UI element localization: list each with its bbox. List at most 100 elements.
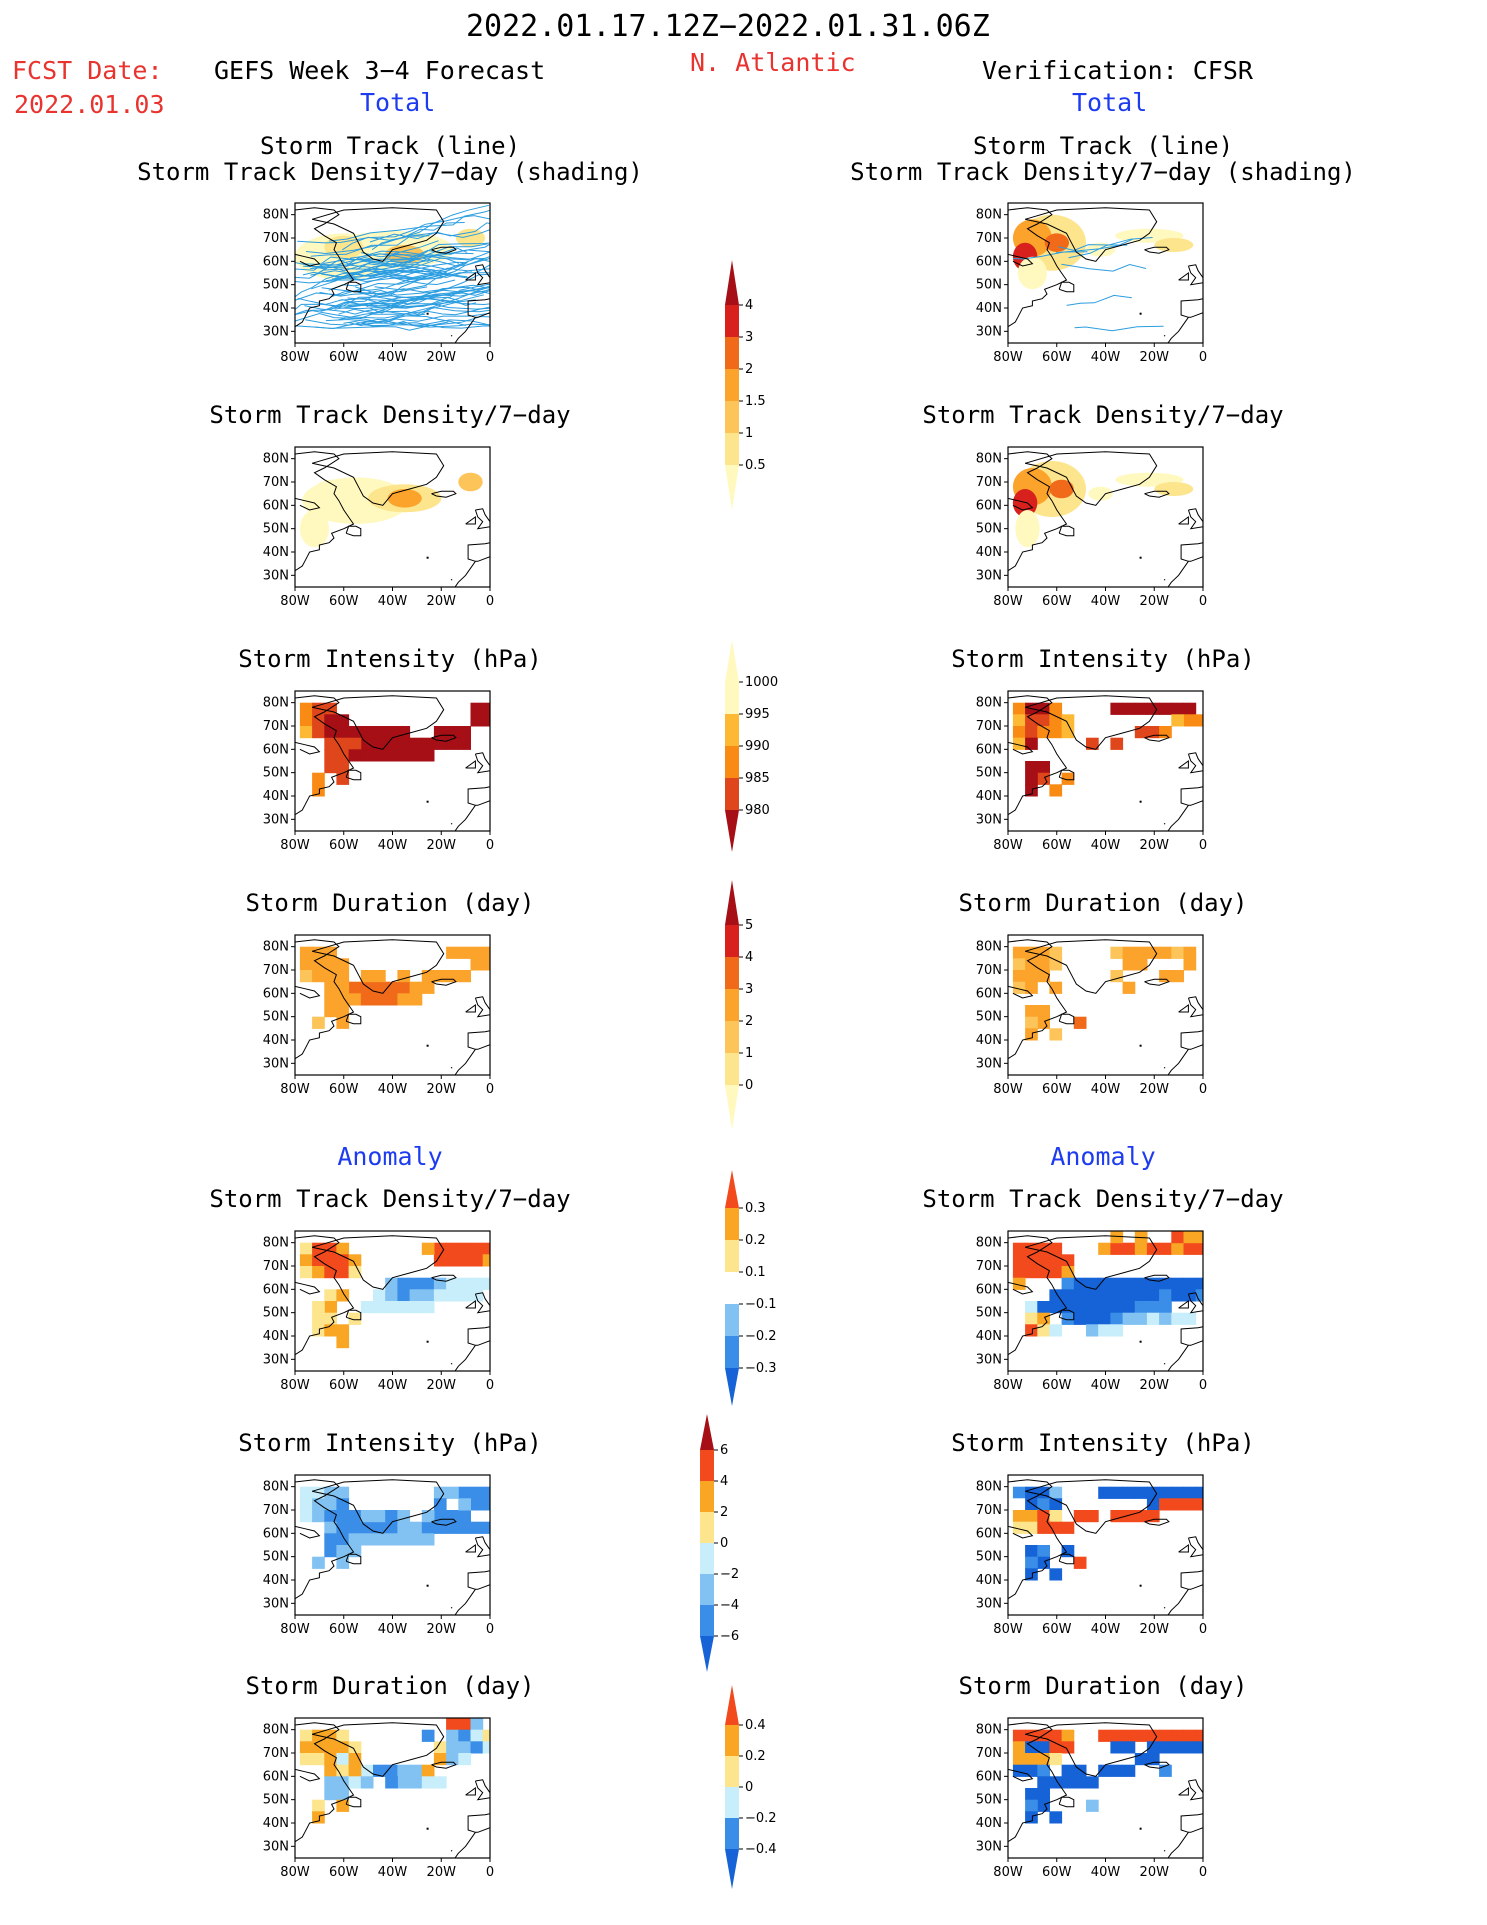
grid-cell [336,1486,350,1499]
title-fc-density: Storm Track Density/7−day [209,401,571,429]
grid-cell [373,993,386,1006]
coastline [1180,1813,1203,1833]
grid-cell [299,1498,313,1511]
coastline [431,1274,457,1282]
coastline [1180,1326,1203,1346]
coastline [489,233,490,260]
coastline [1227,1730,1251,1737]
grid-cell [1061,1764,1075,1777]
grid-cell [385,1521,398,1534]
grid-cell [385,1289,398,1302]
grid-cell [1025,1254,1038,1267]
coastline [454,317,476,343]
grid-cell [1086,1510,1099,1523]
lon-tick-label: 60W [1042,838,1072,853]
lat-tick-label: 80N [976,696,1002,711]
lon-tick-label: 40W [378,594,408,609]
lat-tick-label: 60N [263,498,289,513]
colorbar-extend-bottom [725,1368,739,1406]
colorbar-extend-top [700,1414,714,1450]
coastline [454,1049,476,1075]
coastline [1163,1850,1166,1852]
grid-cell [446,1510,459,1523]
grid-cell [324,1521,337,1534]
grid-cell [336,1016,350,1029]
grid-cell [373,1764,386,1777]
lat-tick-label: 70N [263,1503,289,1518]
coastline [1008,451,1068,572]
grid-cell [1049,1266,1063,1279]
grid-cell [1061,1254,1075,1267]
colorbar-tick-label: −4 [720,1598,739,1613]
colorbar-tick-label: 5 [745,918,753,933]
grid-cell [1012,1242,1026,1255]
grid-cell [421,1521,435,1534]
grid-cell [458,1521,471,1534]
grid-cell [1122,946,1136,959]
grid-cell [1061,1301,1075,1314]
colorbar-segment [700,1574,714,1605]
lat-tick-label: 60N [976,986,1002,1001]
grid-cell [373,981,386,994]
grid-cell [312,1753,325,1766]
section-anomaly-left: Anomaly [337,1142,443,1171]
grid-cell [336,772,350,785]
grid-cell [373,970,386,983]
lat-tick-label: 70N [263,719,289,734]
grid-cell [324,749,337,762]
storm-track-line [1074,325,1164,332]
coastline [1144,1274,1170,1282]
grid-cell [1195,714,1203,727]
grid-cell [421,981,435,994]
grid-cell [1146,702,1160,715]
lon-tick-label: 60W [1042,1622,1072,1637]
grid-cell [1195,1741,1203,1754]
grid-cell [336,1799,350,1812]
grid-cell [336,726,350,739]
grid-cell [1159,1741,1172,1754]
island-dot [426,1584,429,1587]
lon-tick-label: 80W [993,838,1023,853]
lat-tick-label: 50N [263,278,289,293]
period-title: 2022.01.17.12Z−2022.01.31.06Z [466,9,990,44]
grid-cell [446,1254,459,1267]
colorbar-tick-label: 1 [745,1046,753,1061]
grid-cell [299,702,313,715]
coastline-group [295,1722,490,1858]
coastline [489,1748,490,1775]
grid-cell [1037,1016,1050,1029]
storm-track-line [319,256,418,269]
colorbar-segment [725,989,739,1021]
grid-cell [336,970,350,983]
grid-cell [1195,1231,1203,1244]
coastline [295,1479,355,1600]
grid-cell [1171,1231,1184,1244]
coastline [1058,281,1075,293]
grid-cell [1037,1764,1050,1777]
grid-cell [312,1324,325,1337]
colorbar-tick-label: 2 [745,362,753,377]
grid-cell [470,1289,484,1302]
island-dot [426,800,429,803]
colorbar-segment [725,1756,739,1787]
coastline [1178,1004,1189,1013]
lat-tick-label: 60N [976,1526,1002,1541]
colorbar-density-anomaly: 0.3 0.2 0.1 −0.1 −0.2 −0.3 [725,1170,777,1406]
lon-tick-label: 0 [486,1082,494,1097]
coastline [1180,1570,1203,1590]
coastline-group [295,939,490,1075]
colorbar-extend-top [725,640,739,682]
grid-cell [1049,1568,1063,1581]
grid-cell [1146,1289,1160,1302]
grid-cell [1110,1729,1124,1742]
grid-cell [348,1266,362,1279]
grid-cell [1025,1568,1038,1581]
grid-cell [1146,1729,1160,1742]
grid-cell [1012,737,1026,750]
coastline [467,786,490,806]
grid-cell [397,726,411,739]
coastline [450,1067,453,1069]
lon-tick-label: 40W [1091,1082,1121,1097]
grid-cell [324,1254,337,1267]
grid-cell [336,993,350,1006]
